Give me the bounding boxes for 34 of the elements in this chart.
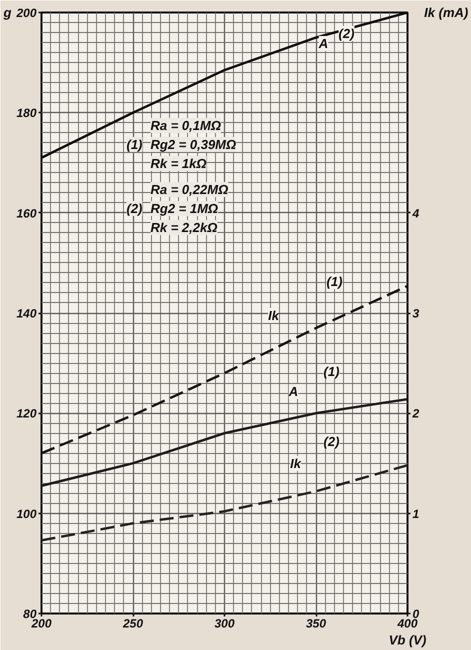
x-tick-label: 400 [396,616,418,630]
y2-tick-label: 3 [412,306,420,320]
y2-tick-label: 1 [412,506,420,521]
y-tick-label: 160 [16,206,37,220]
y2-tick-label: 4 [412,206,420,220]
y-tick-label: 140 [16,306,37,320]
annotation: A [318,36,328,51]
annotation: (2) [324,434,340,449]
annotation: Ik [268,308,280,323]
y2-tick-label: 2 [412,406,420,421]
x-tick-label: 200 [30,616,52,630]
y2-axis-title: Ik (mA) [424,5,468,20]
annotation: (1) [324,364,340,379]
y-tick-label: 100 [16,506,37,521]
annotation: Ra = 0,22MΩ [150,182,228,197]
annotation: Ra = 0,1MΩ [150,118,221,133]
x-axis-title: Vb (V) [388,632,426,648]
annotation: (1) [326,274,342,289]
annotation: Rk = 1kΩ [150,156,207,171]
y-axis-title: g [2,5,12,20]
annotation: A [288,384,298,399]
annotation: (1) [126,137,142,152]
annotation: (2) [126,201,142,216]
x-tick-label: 350 [306,616,326,630]
y-tick-label: 200 [15,6,37,20]
x-tick-label: 300 [214,616,235,630]
annotation: Rg2 = 1MΩ [150,201,218,216]
annotation: Rk = 2,2kΩ [150,220,218,235]
annotation: Ik [290,456,302,471]
annotation: (2) [338,26,354,41]
x-tick-label: 250 [122,616,144,630]
y-tick-label: 120 [16,406,37,421]
y-tick-label: 180 [16,106,37,120]
annotation: Rg2 = 0,39MΩ [150,137,236,152]
